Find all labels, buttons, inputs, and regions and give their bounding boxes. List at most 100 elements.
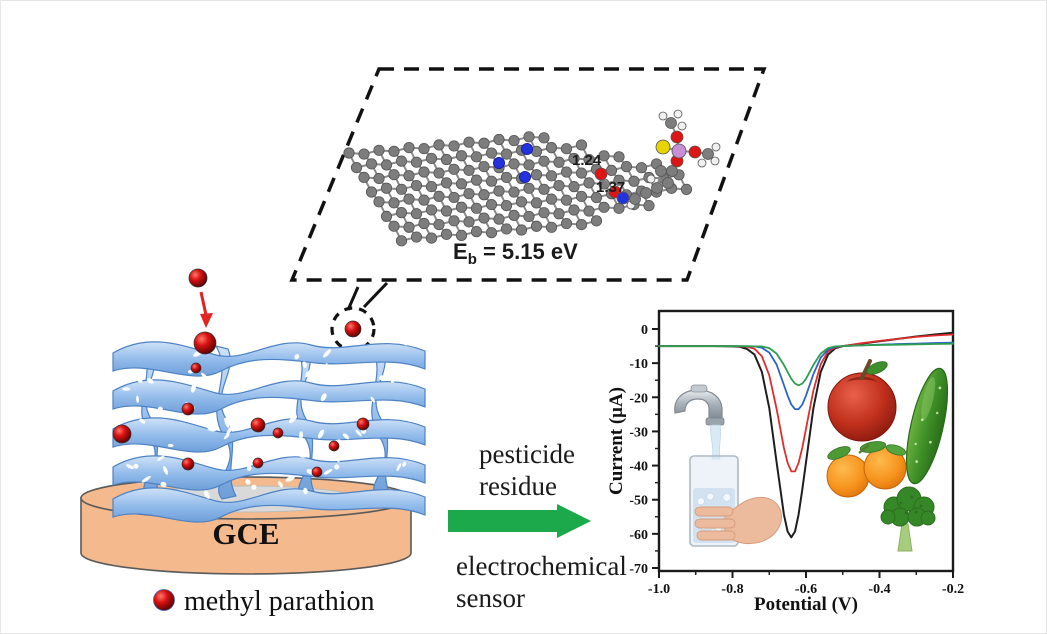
carbon-atom xyxy=(515,196,528,208)
pore-dot xyxy=(133,463,139,469)
carbon-atom xyxy=(448,163,460,175)
carbon-atom xyxy=(463,188,475,200)
dpv-chart: 0 -10 -20 -30 -40 -50 -60 -70-1.0 -0.8 -0.6 -0.4 -0… xyxy=(606,309,964,615)
carbon-atom xyxy=(478,137,490,149)
carbon-atom xyxy=(523,210,535,223)
pore-dot xyxy=(390,375,397,384)
carbon-atom xyxy=(455,150,468,162)
carbon-atom xyxy=(583,177,595,189)
carbon-atom xyxy=(583,205,595,217)
carbon-atom xyxy=(388,145,400,157)
carbon-atom xyxy=(448,191,460,204)
nanomaterial-sponge xyxy=(112,341,426,523)
y-tick-label: -40 xyxy=(629,460,648,475)
carbon-atom xyxy=(365,158,378,170)
pore-dot xyxy=(160,481,167,488)
carbon-atom xyxy=(666,165,678,177)
pore-dot xyxy=(246,465,252,472)
pore-dot xyxy=(302,361,307,368)
nitrogen-atom xyxy=(616,191,630,205)
carbon-atom xyxy=(395,155,408,167)
pore-dot xyxy=(272,360,278,370)
mp-sphere xyxy=(252,457,264,469)
carbon-atom xyxy=(493,213,505,225)
carbon-atom xyxy=(568,204,580,216)
carbon-atom xyxy=(500,148,513,160)
carbon-atom xyxy=(478,189,490,201)
falling-mp-sphere xyxy=(188,268,208,288)
carbon-atom xyxy=(380,159,393,171)
carbon-atom xyxy=(680,183,693,195)
mp-sphere xyxy=(344,320,362,338)
pore-dot xyxy=(136,376,143,383)
carbon-atom xyxy=(410,156,423,168)
carbon-atom xyxy=(553,180,565,192)
carbon-atom xyxy=(365,186,378,198)
legend-mp-sphere xyxy=(153,589,175,611)
carbon-atom xyxy=(373,172,385,185)
mp-sphere xyxy=(181,402,195,416)
pore-dot xyxy=(139,418,146,424)
carbon-atom xyxy=(583,153,595,166)
carbon-atom xyxy=(553,156,565,168)
carbon-atom xyxy=(508,158,520,170)
lattice-atoms xyxy=(343,131,693,247)
hydrogen-atom xyxy=(658,111,668,121)
carbon-atom xyxy=(425,204,438,216)
carbon-atom xyxy=(508,134,520,147)
carbon-atom xyxy=(403,142,415,154)
carbon-atom xyxy=(590,191,603,204)
pore-dot xyxy=(157,406,163,412)
mp-legend: methyl parathion xyxy=(153,586,375,617)
carbon-atom xyxy=(425,181,438,193)
carbon-atom xyxy=(590,215,603,227)
adsorption-arrow xyxy=(199,291,213,328)
x-tick-label: -0.8 xyxy=(721,582,743,597)
mp-sphere xyxy=(356,417,370,431)
bond-length-label-2: 1.37 xyxy=(596,179,625,196)
pore-dot xyxy=(190,384,196,393)
carbon-atom xyxy=(613,202,625,214)
carbon-atom xyxy=(440,205,453,217)
bubble xyxy=(696,497,705,506)
pore-dot xyxy=(321,417,327,422)
carbon-atom xyxy=(403,221,415,233)
carbon-atom xyxy=(545,142,558,154)
carbon-atom xyxy=(560,194,573,206)
hydrogen-atom xyxy=(711,142,721,152)
pore-dot xyxy=(169,337,176,343)
carbon-atom xyxy=(485,147,498,159)
pore-dot xyxy=(167,443,174,448)
carbon-atom xyxy=(463,136,475,148)
pore-dot xyxy=(342,433,350,440)
carbon-atom xyxy=(500,223,513,235)
carbon-atom xyxy=(575,167,588,179)
carbon-atom xyxy=(560,166,573,178)
carbon-atom xyxy=(433,190,445,202)
gce-label: GCE xyxy=(212,516,279,551)
pore-dot xyxy=(402,461,407,467)
pore-dot xyxy=(141,475,151,483)
carbon-atom xyxy=(373,196,385,208)
carbon-atom xyxy=(545,221,558,233)
pore-dot xyxy=(355,429,362,437)
mp-sphere xyxy=(190,362,202,374)
carbon-atom xyxy=(613,174,625,186)
process-arrow xyxy=(448,504,591,538)
carbon-atom xyxy=(613,151,625,163)
pore-dot xyxy=(136,395,140,403)
binding-energy-panel: 1.24 1.37 Eb = 5.15 eV xyxy=(289,67,767,282)
y-tick-label: -50 xyxy=(629,494,648,509)
carbon-atom xyxy=(418,217,430,230)
hydrogen-atom xyxy=(697,158,707,168)
carbon-atom xyxy=(485,198,498,211)
sponge-pore-dots xyxy=(122,333,409,499)
carbon-atom xyxy=(463,164,475,176)
carbon-atom xyxy=(470,202,483,214)
carbon-atom xyxy=(433,167,445,179)
x-axis-label: Potential (V) xyxy=(754,594,858,615)
carbon-atom xyxy=(662,177,674,189)
y-tick-label: -10 xyxy=(629,357,648,372)
